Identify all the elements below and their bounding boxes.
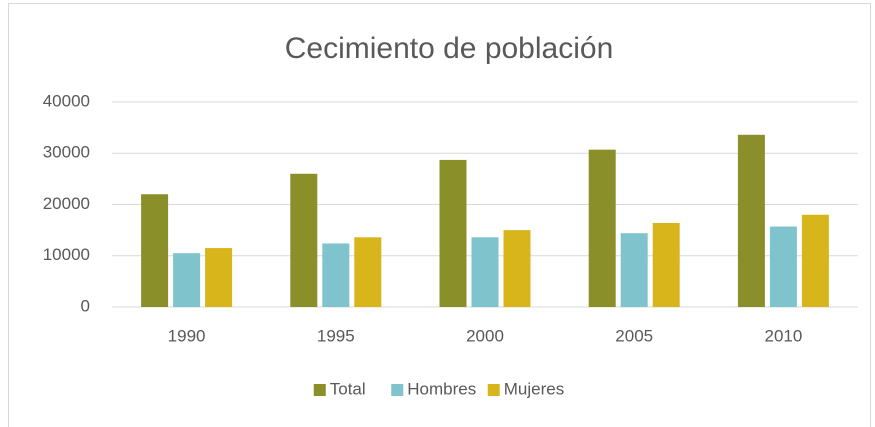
chart-title: Cecimiento de población <box>285 32 614 65</box>
x-tick-label: 2000 <box>466 326 504 345</box>
bar <box>471 237 499 307</box>
bar <box>620 233 648 307</box>
x-tick-label: 2005 <box>615 326 653 345</box>
bar <box>141 194 169 307</box>
bar <box>322 243 350 307</box>
bar <box>801 214 829 307</box>
x-tick-label: 1995 <box>317 326 355 345</box>
legend-label: Hombres <box>407 379 476 398</box>
bar <box>439 159 467 307</box>
x-tick-label: 2010 <box>764 326 802 345</box>
x-tick-label: 1990 <box>168 326 206 345</box>
legend-swatch <box>313 384 326 396</box>
bar <box>652 222 680 307</box>
bar <box>737 134 765 307</box>
bar <box>205 248 233 307</box>
bar <box>588 149 616 307</box>
legend-label: Mujeres <box>504 379 564 398</box>
legend-label: Total <box>330 379 366 398</box>
bar <box>173 253 201 307</box>
bar <box>503 230 531 307</box>
y-tick-label: 30000 <box>43 143 90 162</box>
bar <box>290 173 318 307</box>
bar <box>769 226 797 307</box>
y-tick-label: 0 <box>81 296 90 315</box>
legend-swatch <box>487 384 500 396</box>
y-tick-label: 10000 <box>43 245 90 264</box>
bar <box>354 237 382 307</box>
y-tick-label: 40000 <box>43 91 90 110</box>
y-tick-label: 20000 <box>43 194 90 213</box>
legend-swatch <box>391 384 404 396</box>
